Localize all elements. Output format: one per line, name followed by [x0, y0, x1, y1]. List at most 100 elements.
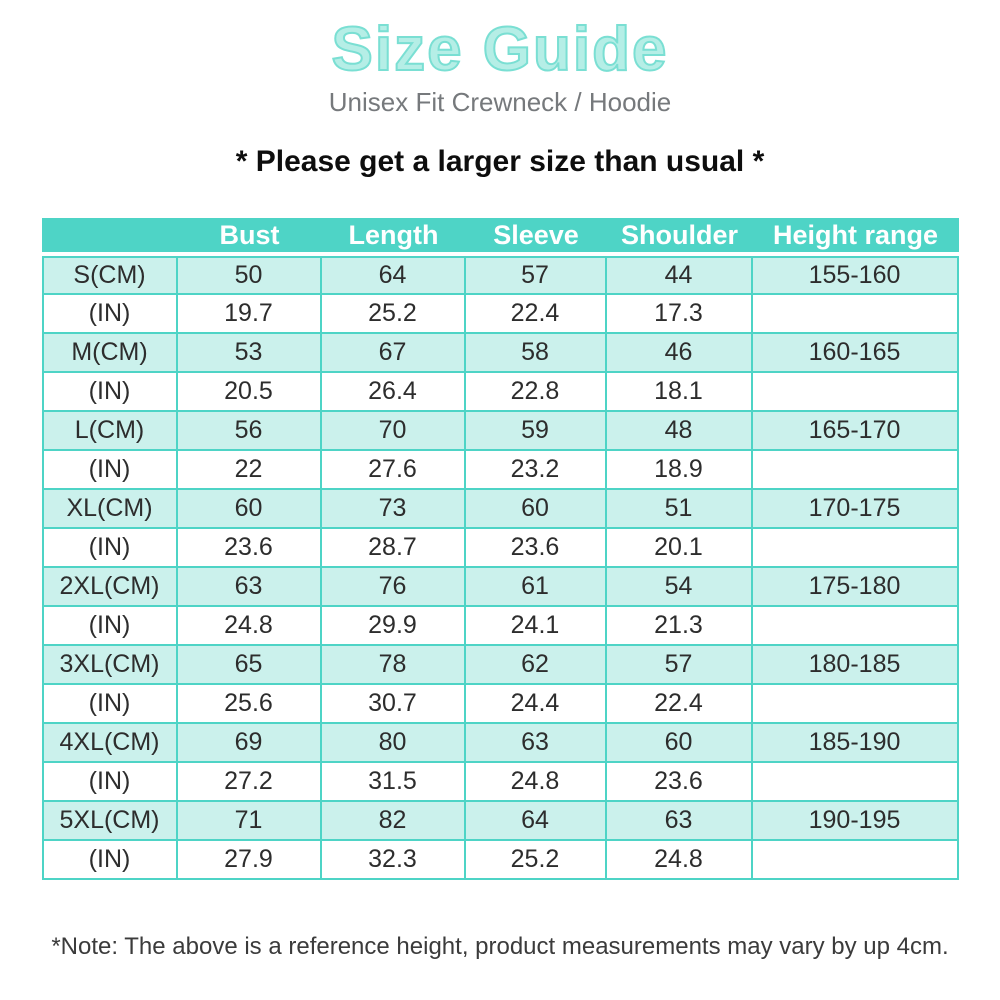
measurement-cell: 62	[465, 646, 607, 686]
measurement-cell: 56	[177, 412, 322, 452]
header-size-cell	[41, 218, 178, 257]
measurement-cell: 24.8	[177, 607, 322, 647]
measurement-cell: 63	[465, 724, 607, 764]
measurement-cell: 175-180	[752, 568, 959, 608]
measurement-cell: 25.2	[321, 295, 466, 335]
size-label-cell: (IN)	[41, 295, 178, 335]
header-shoulder-cell: Shoulder	[606, 218, 753, 257]
measurement-cell: 27.6	[321, 451, 466, 491]
measurement-cell: 64	[321, 256, 466, 296]
measurement-cell: 73	[321, 490, 466, 530]
header-height-range-cell: Height range	[752, 218, 959, 257]
measurement-cell: 25.2	[465, 841, 607, 881]
measurement-cell: 60	[177, 490, 322, 530]
measurement-cell: 63	[606, 802, 753, 842]
measurement-cell	[752, 295, 959, 335]
size-label-cell: (IN)	[41, 529, 178, 569]
measurement-cell: 20.1	[606, 529, 753, 569]
table-row: (IN) 19.7 25.2 22.4 17.3	[41, 295, 959, 335]
size-label-cell: (IN)	[41, 373, 178, 413]
measurement-cell: 20.5	[177, 373, 322, 413]
measurement-cell: 28.7	[321, 529, 466, 569]
measurement-cell: 67	[321, 334, 466, 374]
measurement-cell: 51	[606, 490, 753, 530]
table-row: (IN) 25.6 30.7 24.4 22.4	[41, 685, 959, 725]
size-label-cell: S(CM)	[41, 256, 178, 296]
table-row: (IN) 20.5 26.4 22.8 18.1	[41, 373, 959, 413]
measurement-cell	[752, 529, 959, 569]
measurement-cell: 22.4	[606, 685, 753, 725]
table-row: 5XL(CM) 71 82 64 63 190-195	[41, 802, 959, 842]
measurement-cell: 70	[321, 412, 466, 452]
measurement-cell: 63	[177, 568, 322, 608]
measurement-cell: 59	[465, 412, 607, 452]
measurement-cell	[752, 685, 959, 725]
measurement-cell: 22.8	[465, 373, 607, 413]
measurement-cell	[752, 373, 959, 413]
size-label-cell: L(CM)	[41, 412, 178, 452]
page-title: Size Guide	[331, 14, 669, 85]
measurement-cell: 27.2	[177, 763, 322, 803]
measurement-cell: 30.7	[321, 685, 466, 725]
measurement-cell: 76	[321, 568, 466, 608]
measurement-cell: 29.9	[321, 607, 466, 647]
table-row: (IN) 27.2 31.5 24.8 23.6	[41, 763, 959, 803]
measurement-cell: 23.6	[606, 763, 753, 803]
header-length-cell: Length	[321, 218, 466, 257]
measurement-cell: 54	[606, 568, 753, 608]
measurement-cell: 78	[321, 646, 466, 686]
table-row: 3XL(CM) 65 78 62 57 180-185	[41, 646, 959, 686]
measurement-cell: 24.4	[465, 685, 607, 725]
measurement-cell: 57	[606, 646, 753, 686]
size-label-cell: 4XL(CM)	[41, 724, 178, 764]
footnote: *Note: The above is a reference height, …	[51, 933, 949, 961]
table-row: M(CM) 53 67 58 46 160-165	[41, 334, 959, 374]
measurement-cell: 180-185	[752, 646, 959, 686]
table-row: L(CM) 56 70 59 48 165-170	[41, 412, 959, 452]
measurement-cell	[752, 841, 959, 881]
size-label-cell: 2XL(CM)	[41, 568, 178, 608]
measurement-cell: 69	[177, 724, 322, 764]
measurement-cell: 46	[606, 334, 753, 374]
size-label-cell: (IN)	[41, 607, 178, 647]
measurement-cell: 65	[177, 646, 322, 686]
measurement-cell: 19.7	[177, 295, 322, 335]
measurement-cell: 64	[465, 802, 607, 842]
measurement-cell: 25.6	[177, 685, 322, 725]
measurement-cell: 185-190	[752, 724, 959, 764]
table-row: 2XL(CM) 63 76 61 54 175-180	[41, 568, 959, 608]
measurement-cell: 57	[465, 256, 607, 296]
measurement-cell: 170-175	[752, 490, 959, 530]
measurement-cell: 44	[606, 256, 753, 296]
size-label-cell: (IN)	[41, 451, 178, 491]
size-label-cell: XL(CM)	[41, 490, 178, 530]
size-label-cell: 3XL(CM)	[41, 646, 178, 686]
measurement-cell: 58	[465, 334, 607, 374]
size-label-cell: 5XL(CM)	[41, 802, 178, 842]
measurement-cell: 71	[177, 802, 322, 842]
measurement-cell: 23.6	[465, 529, 607, 569]
size-label-cell: M(CM)	[41, 334, 178, 374]
product-subtitle: Unisex Fit Crewneck / Hoodie	[328, 87, 672, 118]
measurement-cell: 24.1	[465, 607, 607, 647]
measurement-cell: 32.3	[321, 841, 466, 881]
measurement-cell: 50	[177, 256, 322, 296]
measurement-cell: 82	[321, 802, 466, 842]
size-label-cell: (IN)	[41, 841, 178, 881]
table-row: (IN) 22 27.6 23.2 18.9	[41, 451, 959, 491]
table-row: XL(CM) 60 73 60 51 170-175	[41, 490, 959, 530]
measurement-cell	[752, 451, 959, 491]
header-bust-cell: Bust	[177, 218, 322, 257]
sizing-warning-text: * Please get a larger size than usual *	[235, 145, 765, 179]
table-row: (IN) 23.6 28.7 23.6 20.1	[41, 529, 959, 569]
size-label-cell: (IN)	[41, 685, 178, 725]
measurement-cell: 23.2	[465, 451, 607, 491]
table-row: 4XL(CM) 69 80 63 60 185-190	[41, 724, 959, 764]
size-label-cell: (IN)	[41, 763, 178, 803]
table-row: S(CM) 50 64 57 44 155-160	[41, 256, 959, 296]
measurement-cell: 21.3	[606, 607, 753, 647]
measurement-cell: 31.5	[321, 763, 466, 803]
measurement-cell: 27.9	[177, 841, 322, 881]
measurement-cell	[752, 607, 959, 647]
table-row: (IN) 24.8 29.9 24.1 21.3	[41, 607, 959, 647]
